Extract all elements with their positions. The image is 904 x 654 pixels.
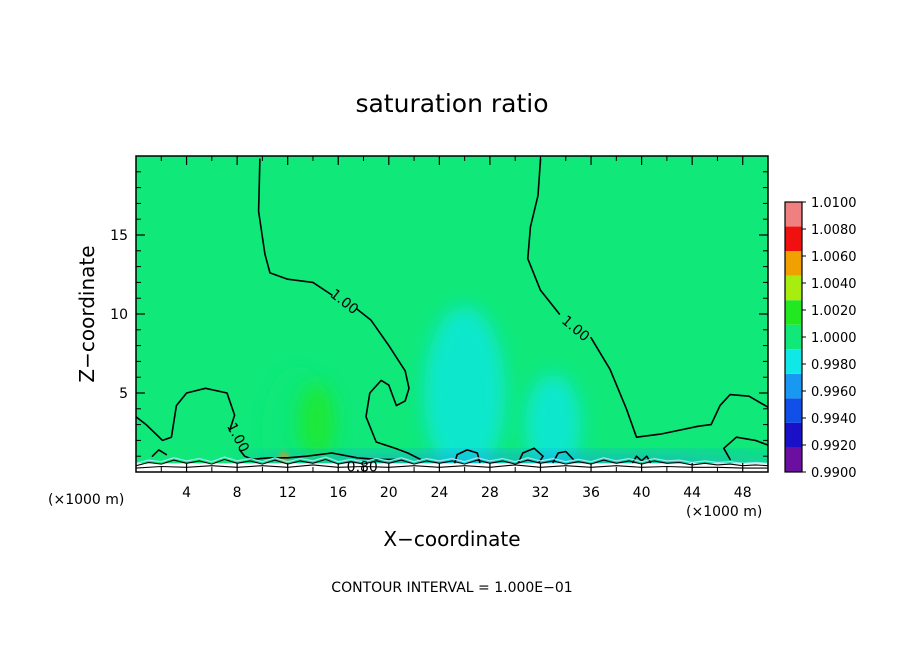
field-anomaly-4: [424, 306, 506, 472]
y-axis-ticks: 5 10 15: [110, 171, 768, 457]
colorbar-segment: [785, 373, 802, 399]
colorbar-segment: [785, 251, 802, 276]
contour-line-9: [552, 450, 575, 464]
x-tick-label: 40: [633, 485, 651, 501]
colorbar-label: 1.0020: [811, 304, 857, 319]
surface-line-2: [136, 464, 768, 469]
contour-interval-note: CONTOUR INTERVAL = 1.000E−01: [331, 580, 572, 596]
colorbar-label: 0.9980: [811, 358, 857, 373]
surface-contours: [136, 456, 768, 472]
contour-line-1: [257, 158, 333, 296]
x-tick-label: 4: [182, 485, 191, 501]
x-tick-label: 44: [683, 485, 701, 501]
y-tick-label: 15: [110, 228, 128, 244]
x-tick-label: 20: [380, 485, 398, 501]
x-tick-label: 28: [481, 485, 499, 501]
colorbar-label: 0.9900: [811, 466, 857, 481]
contour-line-7: [453, 449, 481, 465]
x-tick-label: 36: [582, 485, 600, 501]
x-tick-label: 48: [734, 485, 752, 501]
field-anomaly-2: [299, 383, 335, 460]
chart-title: saturation ratio: [355, 89, 548, 118]
colorbar-label: 1.0080: [811, 223, 857, 238]
contour-line-11: [151, 449, 168, 457]
colorbar: 0.9900 0.9920 0.9940 0.9960 0.9980 1.0000 1.00…: [784, 196, 857, 481]
x-unit-label: (×1000 m): [686, 504, 762, 520]
surface-line-1: [136, 458, 768, 467]
contour-line-4: [590, 336, 768, 438]
colorbar-segment: [785, 324, 802, 350]
contour-lines: [136, 158, 768, 465]
colorbar-label: 0.9960: [811, 385, 857, 400]
colorbar-segment: [785, 398, 802, 423]
contour-line-12: [632, 455, 652, 464]
x-axis-label: X−coordinate: [383, 527, 520, 551]
contour-line-5: [136, 387, 236, 442]
colorbar-segment: [785, 300, 802, 325]
colorbar-label: 0.9940: [811, 412, 857, 427]
contour-label-4: 0.80: [347, 459, 378, 475]
colorbar-label: 1.0000: [811, 331, 857, 346]
contour-line-10: [723, 436, 768, 461]
contour-line-8: [516, 447, 544, 465]
y-unit-label: (×1000 m): [48, 492, 124, 508]
field-anomaly-5: [525, 374, 581, 472]
surface-edge: [136, 456, 768, 464]
y-axis-label: Z−coordinate: [75, 245, 99, 382]
colorbar-segment: [785, 349, 802, 374]
colorbar-segment: [785, 226, 802, 252]
x-tick-label: 32: [532, 485, 550, 501]
colorbar-label: 1.0060: [811, 250, 857, 265]
colorbar-label: 1.0100: [811, 196, 857, 211]
colorbar-segment: [785, 447, 802, 472]
x-tick-label: 16: [329, 485, 347, 501]
x-tick-label: 12: [279, 485, 297, 501]
colorbar-segment: [785, 202, 802, 227]
y-tick-label: 5: [119, 386, 128, 402]
colorbar-segment: [785, 422, 802, 448]
contour-line-6: [238, 449, 396, 461]
y-tick-label: 10: [110, 307, 128, 323]
x-tick-label: 8: [233, 485, 242, 501]
x-axis-ticks: 4 8 12 16 20 24 28 32 36 40 44 48: [160, 156, 752, 501]
contour-line-3: [527, 158, 561, 315]
surface-band: [136, 463, 768, 472]
colorbar-label: 0.9920: [811, 439, 857, 454]
contour-line-2: [356, 308, 422, 461]
colorbar-segment: [785, 275, 802, 301]
colorbar-label: 1.0040: [811, 277, 857, 292]
x-tick-label: 24: [430, 485, 448, 501]
